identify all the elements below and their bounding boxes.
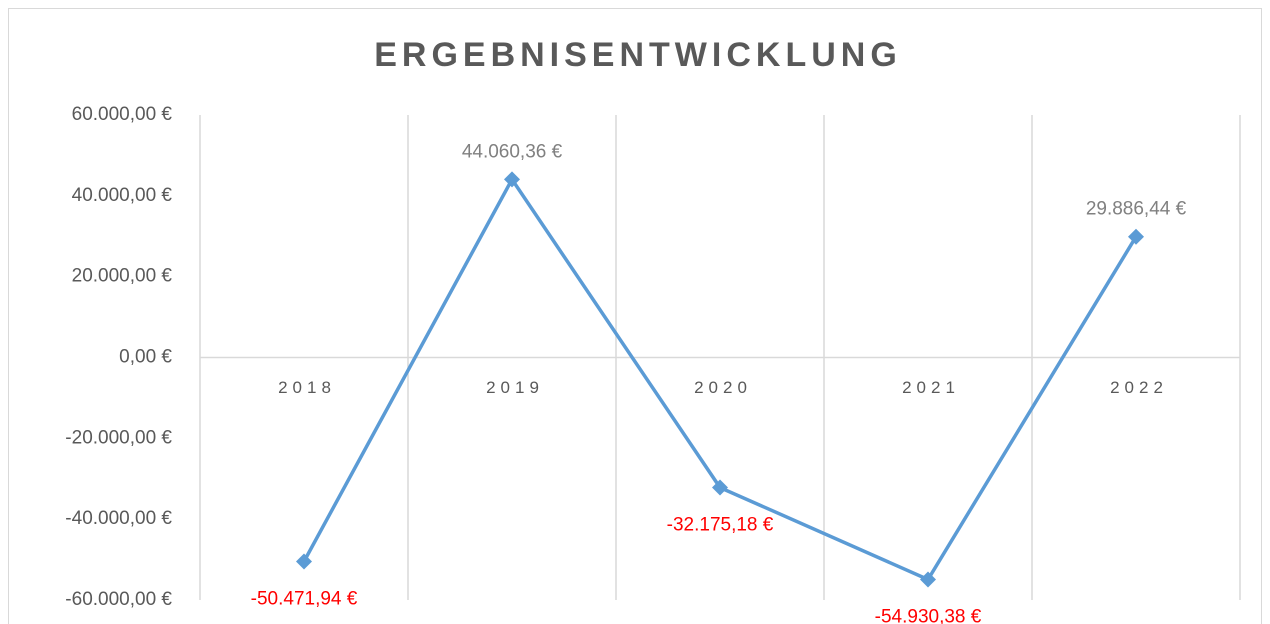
x-tick-label: 2018 <box>278 378 336 397</box>
data-label: -50.471,94 € <box>251 589 358 610</box>
y-tick-label: 40.000,00 € <box>72 185 173 206</box>
y-tick-label: 0,00 € <box>119 347 172 368</box>
point-marker <box>1128 228 1144 245</box>
chart-border <box>8 8 1262 624</box>
y-tick-label: 60.000,00 € <box>72 104 173 125</box>
x-tick-label: 2022 <box>1110 378 1168 397</box>
x-tick-label: 2021 <box>902 378 960 397</box>
point-marker <box>296 553 312 570</box>
data-label: 44.060,36 € <box>462 141 563 162</box>
x-tick-label: 2020 <box>694 378 752 397</box>
data-label: -32.175,18 € <box>667 515 774 536</box>
chart-title: ERGEBNISENTWICKLUNG <box>374 36 902 74</box>
y-tick-label: -20.000,00 € <box>65 427 172 448</box>
y-tick-label: -40.000,00 € <box>65 508 172 529</box>
y-tick-label: -60.000,00 € <box>65 589 172 610</box>
point-marker <box>504 171 520 188</box>
data-label: -54.930,38 € <box>875 607 982 624</box>
point-marker <box>712 479 728 496</box>
x-tick-label: 2019 <box>486 378 544 397</box>
point-marker <box>920 571 936 588</box>
data-label: 29.886,44 € <box>1086 199 1187 220</box>
y-tick-label: 20.000,00 € <box>72 266 173 287</box>
